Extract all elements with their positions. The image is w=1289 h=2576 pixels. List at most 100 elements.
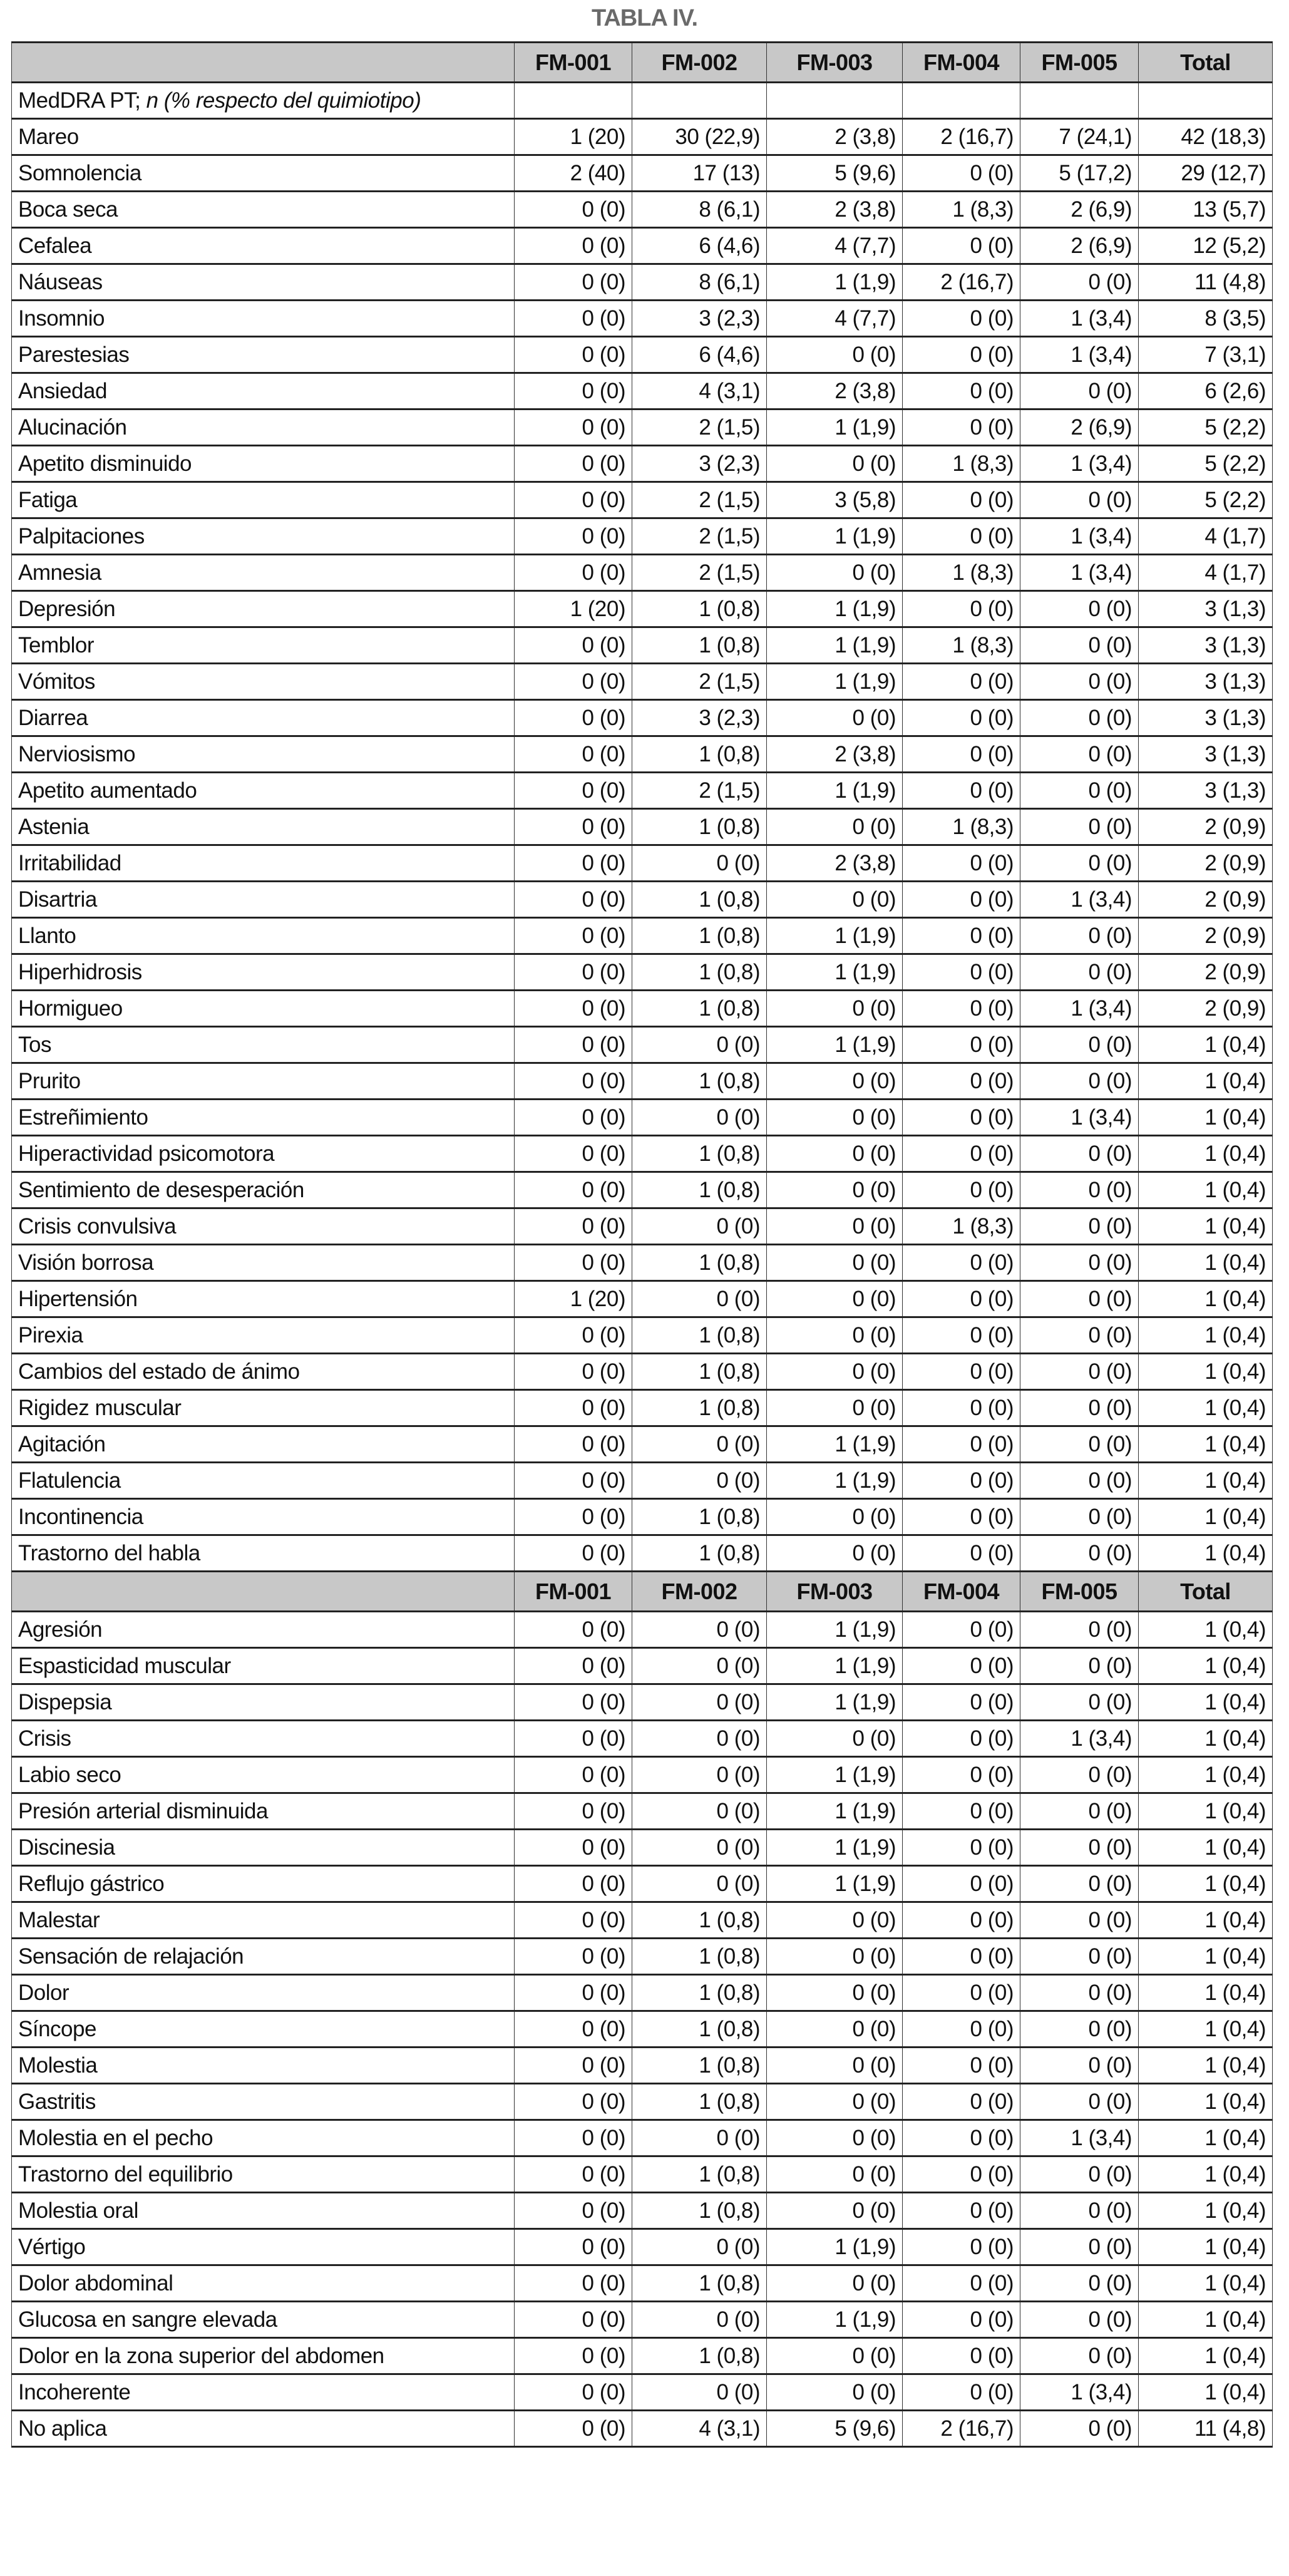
value-cell: 0 (0) <box>902 1244 1020 1282</box>
empty-cell <box>902 81 1020 120</box>
row-label: Cefalea <box>11 227 515 265</box>
row-label: Incontinencia <box>11 1498 515 1536</box>
value-cell: 6 (2,6) <box>1138 372 1273 410</box>
value-cell: 0 (0) <box>766 1171 903 1209</box>
row-label: Irritabilidad <box>11 844 515 882</box>
value-cell: 1 (0,8) <box>632 1062 767 1100</box>
row-label: Síncope <box>11 2010 515 2048</box>
table-row: Hipertensión 1 (20) 0 (0) 0 (0) 0 (0) 0 (0) 1 … <box>11 1280 1273 1318</box>
value-cell: 1 (1,9) <box>766 263 903 301</box>
value-cell: 5 (2,2) <box>1138 445 1273 483</box>
value-cell: 1 (0,8) <box>632 1135 767 1173</box>
value-cell: 1 (0,8) <box>632 1171 767 1209</box>
value-cell: 0 (0) <box>902 1425 1020 1463</box>
value-cell: 1 (20) <box>514 1280 632 1318</box>
value-cell: 0 (0) <box>902 2337 1020 2375</box>
value-cell: 30 (22,9) <box>632 118 767 156</box>
value-cell: 0 (0) <box>902 1461 1020 1500</box>
row-label: Parestesias <box>11 336 515 374</box>
table-row: Crisis 0 (0) 0 (0) 0 (0) 0 (0) 1 (3,4) 1 (0,4) <box>11 1719 1273 1758</box>
table-row: Agresión 0 (0) 0 (0) 1 (1,9) 0 (0) 0 (0) 1 (0,… <box>11 1610 1273 1649</box>
value-cell: 0 (0) <box>1020 1389 1139 1427</box>
table-row: Estreñimiento 0 (0) 0 (0) 0 (0) 0 (0) 1 (3,4)… <box>11 1098 1273 1136</box>
row-label: Molestia <box>11 2046 515 2084</box>
value-cell: 0 (0) <box>514 2264 632 2302</box>
subheader-italic-text: n (% respecto del quimiotipo) <box>146 88 421 113</box>
value-cell: 8 (6,1) <box>632 190 767 229</box>
table-row: Presión arterial disminuida 0 (0) 0 (0) 1 (… <box>11 1792 1273 1830</box>
row-label: Ansiedad <box>11 372 515 410</box>
value-cell: 3 (1,3) <box>1138 662 1273 701</box>
column-header: FM-001 <box>514 41 632 83</box>
value-cell: 0 (0) <box>514 517 632 555</box>
value-cell: 1 (20) <box>514 590 632 628</box>
value-cell: 0 (0) <box>514 953 632 991</box>
value-cell: 0 (0) <box>902 662 1020 701</box>
column-header: FM-001 <box>514 1570 632 1612</box>
value-cell: 0 (0) <box>514 445 632 483</box>
value-cell: 0 (0) <box>514 1244 632 1282</box>
value-cell: 0 (0) <box>766 1207 903 1245</box>
table-row: Molestia 0 (0) 1 (0,8) 0 (0) 0 (0) 0 (0) 1 (0,… <box>11 2046 1273 2084</box>
value-cell: 0 (0) <box>766 2119 903 2157</box>
table-row: Amnesia 0 (0) 2 (1,5) 0 (0) 1 (8,3) 1 (3,4) 4 … <box>11 554 1273 592</box>
row-label: Diarrea <box>11 699 515 737</box>
table-row: Temblor 0 (0) 1 (0,8) 1 (1,9) 1 (8,3) 0 (0) 3 … <box>11 626 1273 664</box>
value-cell: 0 (0) <box>1020 1937 1139 1976</box>
table-row: Cefalea 0 (0) 6 (4,6) 4 (7,7) 0 (0) 2 (6,9) 12… <box>11 227 1273 265</box>
value-cell: 0 (0) <box>902 481 1020 519</box>
value-cell: 2 (3,8) <box>766 118 903 156</box>
value-cell: 2 (6,9) <box>1020 190 1139 229</box>
value-cell: 0 (0) <box>766 1098 903 1136</box>
table-row: Labio seco 0 (0) 0 (0) 1 (1,9) 0 (0) 0 (0) 1 (… <box>11 1756 1273 1794</box>
value-cell: 0 (0) <box>766 1316 903 1354</box>
value-cell: 0 (0) <box>1020 735 1139 773</box>
value-cell: 1 (0,8) <box>632 917 767 955</box>
value-cell: 1 (0,4) <box>1138 2264 1273 2302</box>
value-cell: 0 (0) <box>902 1937 1020 1976</box>
value-cell: 1 (0,4) <box>1138 2373 1273 2411</box>
value-cell: 1 (0,8) <box>632 2337 767 2375</box>
value-cell: 0 (0) <box>766 445 903 483</box>
value-cell: 0 (0) <box>632 2300 767 2339</box>
value-cell: 0 (0) <box>514 1026 632 1064</box>
value-cell: 1 (0,4) <box>1138 1316 1273 1354</box>
value-cell: 2 (1,5) <box>632 408 767 446</box>
value-cell: 0 (0) <box>902 1756 1020 1794</box>
value-cell: 0 (0) <box>902 1647 1020 1685</box>
value-cell: 0 (0) <box>514 1792 632 1830</box>
row-label: Incoherente <box>11 2373 515 2411</box>
table-row: Espasticidad muscular 0 (0) 0 (0) 1 (1,9) 0 … <box>11 1647 1273 1685</box>
table-row: Ansiedad 0 (0) 4 (3,1) 2 (3,8) 0 (0) 0 (0) 6 (… <box>11 372 1273 410</box>
table-row: Sentimiento de desesperación 0 (0) 1 (0,8)… <box>11 1171 1273 1209</box>
value-cell: 0 (0) <box>1020 1901 1139 1939</box>
value-cell: 0 (0) <box>902 844 1020 882</box>
empty-cell <box>766 81 903 120</box>
value-cell: 0 (0) <box>766 1389 903 1427</box>
row-label: Apetito aumentado <box>11 771 515 810</box>
row-label: Espasticidad muscular <box>11 1647 515 1685</box>
value-cell: 0 (0) <box>766 336 903 374</box>
table-row: Molestia oral 0 (0) 1 (0,8) 0 (0) 0 (0) 0 (0)… <box>11 2192 1273 2230</box>
table-row: Mareo 1 (20) 30 (22,9) 2 (3,8) 2 (16,7) 7 (24… <box>11 118 1273 156</box>
subheader-text: MedDRA PT; <box>18 88 146 113</box>
value-cell: 0 (0) <box>514 2337 632 2375</box>
table-row: Llanto 0 (0) 1 (0,8) 1 (1,9) 0 (0) 0 (0) 2 (0,… <box>11 917 1273 955</box>
value-cell: 1 (1,9) <box>766 1026 903 1064</box>
value-cell: 1 (1,9) <box>766 2228 903 2266</box>
table-row: Irritabilidad 0 (0) 0 (0) 2 (3,8) 0 (0) 0 (0)… <box>11 844 1273 882</box>
row-label: Gastritis <box>11 2083 515 2121</box>
table-row: Trastorno del habla 0 (0) 1 (0,8) 0 (0) 0 (0… <box>11 1534 1273 1572</box>
column-header: Total <box>1138 1570 1273 1612</box>
value-cell: 1 (0,4) <box>1138 1792 1273 1830</box>
value-cell: 1 (0,4) <box>1138 1135 1273 1173</box>
value-cell: 0 (0) <box>514 2010 632 2048</box>
value-cell: 1 (0,8) <box>632 2192 767 2230</box>
row-label: Hiperhidrosis <box>11 953 515 991</box>
row-label: Temblor <box>11 626 515 664</box>
value-cell: 1 (0,8) <box>632 880 767 919</box>
value-cell: 1 (3,4) <box>1020 299 1139 337</box>
value-cell: 0 (0) <box>632 844 767 882</box>
value-cell: 5 (2,2) <box>1138 481 1273 519</box>
value-cell: 0 (0) <box>514 917 632 955</box>
